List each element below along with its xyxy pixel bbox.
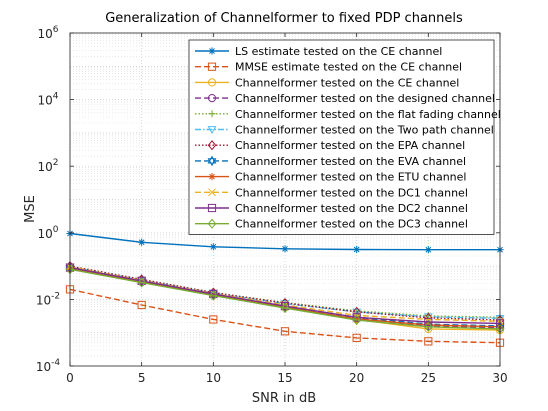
data-point <box>137 276 146 285</box>
data-point <box>352 333 361 342</box>
y-tick-label: 104 <box>37 92 58 108</box>
data-point <box>137 277 146 288</box>
legend-entry: Channelformer tested on the flat fading … <box>195 108 501 121</box>
chart-title: Generalization of Channelformer to fixed… <box>105 11 463 26</box>
data-point <box>280 327 290 336</box>
legend-label: Channelformer tested on the flat fading … <box>235 108 501 121</box>
data-point <box>424 337 433 346</box>
legend-entry: Channelformer tested on the DC3 channel <box>195 218 468 231</box>
data-point <box>424 321 433 332</box>
y-tick-label: 10-2 <box>36 291 60 307</box>
data-point <box>280 300 290 309</box>
data-point <box>281 303 289 311</box>
data-point <box>208 110 216 118</box>
data-point <box>207 126 217 135</box>
data-point <box>208 188 216 197</box>
series-12 <box>65 264 505 335</box>
y-tick-label: 10-4 <box>36 358 61 374</box>
data-point <box>138 238 146 246</box>
y-tick-label: 106 <box>37 25 58 41</box>
legend-entry: Channelformer tested on the DC1 channel <box>195 186 468 199</box>
legend-entry: Channelformer tested on the ETU channel <box>195 171 466 184</box>
series-line <box>69 288 501 344</box>
legend-label: Channelformer tested on the Two path cha… <box>235 124 494 137</box>
legend-box <box>188 39 495 235</box>
data-point <box>209 290 218 301</box>
legend-label: MMSE estimate tested on the CE channel <box>235 61 462 74</box>
legend-entry: Channelformer tested on the DC2 channel <box>195 202 468 215</box>
legend: LS estimate tested on the CE channel MMSE… <box>188 39 501 235</box>
data-point <box>207 155 217 167</box>
data-point <box>424 317 433 327</box>
legend-entry: Channelformer tested on the EVA channel <box>195 155 466 168</box>
x-tick-label: 5 <box>138 371 146 385</box>
legend-entry: Channelformer tested on the EPA channel <box>195 139 465 152</box>
data-point <box>209 289 218 299</box>
data-point <box>352 314 361 326</box>
x-tick-label: 25 <box>421 371 436 385</box>
legend-label: Channelformer tested on the ETU channel <box>235 171 466 184</box>
x-tick-label: 15 <box>277 371 292 385</box>
data-point <box>424 246 432 254</box>
legend-entry: Channelformer tested on the designed cha… <box>195 92 495 105</box>
y-tick-label: 100 <box>37 225 58 241</box>
legend-entry: Channelformer tested on the CE channel <box>195 76 459 89</box>
data-point <box>209 243 217 251</box>
legend-label: Channelformer tested on the EVA channel <box>235 155 466 168</box>
data-point <box>207 62 217 71</box>
data-point <box>353 245 361 254</box>
data-point <box>208 173 216 181</box>
data-point <box>207 218 217 229</box>
x-tick-label: 20 <box>349 371 364 385</box>
plot-area: 0 5 10 15 20 25 30 10-4 10-2 100 102 104 106 LS estim… <box>36 25 508 385</box>
legend-entry: MMSE estimate tested on the CE channel <box>195 61 462 74</box>
data-point <box>209 315 218 324</box>
legend-entry: Channelformer tested on the Two path cha… <box>195 124 494 137</box>
data-point <box>207 94 217 103</box>
data-point <box>280 302 290 314</box>
data-point <box>424 321 432 329</box>
legend-label: Channelformer tested on the CE channel <box>235 76 459 89</box>
legend-entry: LS estimate tested on the CE channel <box>195 45 442 58</box>
ticks: 0 5 10 15 20 25 30 10-4 10-2 100 102 104 106 <box>36 25 508 385</box>
series-line <box>69 268 501 330</box>
x-tick-label: 0 <box>66 371 74 385</box>
y-tick-label: 102 <box>37 158 58 174</box>
y-axis-label: MSE <box>23 195 38 223</box>
legend-label: Channelformer tested on the designed cha… <box>235 92 495 105</box>
legend-label: Channelformer tested on the DC3 channel <box>235 218 468 231</box>
series-1 <box>66 229 504 254</box>
data-point <box>281 245 289 253</box>
data-point <box>352 308 362 317</box>
data-point <box>137 300 146 310</box>
legend-label: Channelformer tested on the DC2 channel <box>235 202 468 215</box>
x-tick-label: 10 <box>206 371 221 385</box>
legend-label: LS estimate tested on the CE channel <box>235 45 442 58</box>
data-point <box>208 47 216 55</box>
data-point <box>207 140 217 151</box>
data-point <box>209 291 217 299</box>
data-point <box>353 315 361 323</box>
x-tick-label: 30 <box>492 371 507 385</box>
data-point <box>207 78 217 87</box>
legend-label: Channelformer tested on the EPA channel <box>235 139 465 152</box>
data-point <box>352 313 361 322</box>
data-point <box>207 203 217 213</box>
legend-label: Channelformer tested on the DC1 channel <box>235 186 468 199</box>
data-point <box>138 278 146 286</box>
data-point <box>280 301 290 311</box>
x-axis-label: SNR in dB <box>252 391 316 406</box>
